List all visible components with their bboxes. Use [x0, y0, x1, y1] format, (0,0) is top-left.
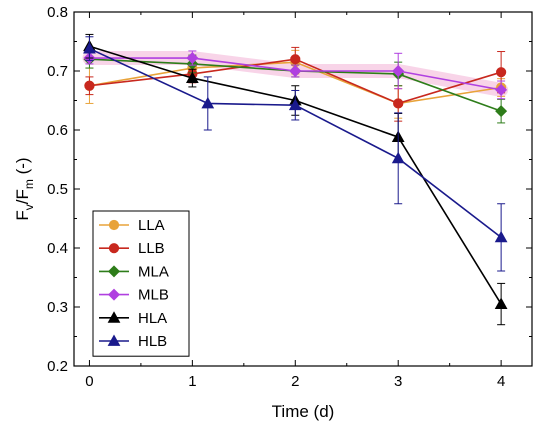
- data-point: [288, 98, 302, 111]
- series-mlb: [83, 50, 508, 100]
- legend-marker: [108, 288, 120, 301]
- x-tick-label: 0: [85, 373, 93, 390]
- data-point: [391, 151, 405, 164]
- legend-label: HLB: [138, 333, 167, 350]
- data-point: [495, 105, 508, 118]
- legend-marker: [108, 243, 120, 254]
- y-axis-title-sep: /F: [13, 189, 32, 204]
- legend-item-mlb: MLB: [99, 287, 169, 304]
- data-point: [290, 54, 301, 65]
- y-tick-label: 0.5: [47, 181, 68, 198]
- x-tick-label: 4: [497, 373, 505, 390]
- legend-label: LLA: [138, 217, 165, 234]
- y-tick-label: 0.2: [47, 358, 68, 375]
- legend-label: MLA: [138, 263, 169, 280]
- legend-marker: [108, 219, 120, 231]
- legend-label: HLA: [138, 310, 167, 327]
- data-point: [84, 80, 95, 91]
- y-axis-title: Fv/Fm (-): [13, 157, 36, 220]
- data-point: [495, 83, 508, 96]
- y-axis-title-tail: (-): [13, 157, 32, 179]
- data-point: [496, 67, 507, 78]
- legend-item-hlb: HLB: [99, 333, 167, 350]
- series-hlb: [83, 36, 508, 272]
- data-point: [392, 65, 405, 77]
- legend-item-mla: MLA: [99, 263, 169, 280]
- y-tick-label: 0.7: [47, 63, 68, 80]
- y-tick-label: 0.3: [47, 299, 68, 316]
- legend-marker: [107, 334, 121, 346]
- data-point: [289, 65, 302, 77]
- y-tick-label: 0.8: [47, 4, 68, 21]
- legend-marker: [108, 265, 120, 278]
- axes: 0 1 2 3 4 0.2 0.3 0.4 0.5 0.6 0.7 0.8: [47, 4, 532, 390]
- legend: LLA LLB MLA MLB HLA HLB: [92, 210, 190, 357]
- x-tick-label: 3: [394, 373, 402, 390]
- y-tick-label: 0.6: [47, 122, 68, 139]
- x-tick-label: 1: [188, 373, 196, 390]
- y-axis-title-main: F: [13, 210, 32, 220]
- data-point: [393, 98, 404, 109]
- data-point: [185, 71, 199, 83]
- legend-label: LLB: [138, 240, 165, 257]
- data-point: [494, 230, 508, 243]
- y-tick-label: 0.4: [47, 240, 68, 257]
- legend-item-hla: HLA: [99, 310, 167, 327]
- legend-item-lla: LLA: [99, 217, 165, 234]
- x-axis-title: Time (d): [272, 402, 335, 421]
- data-point: [494, 297, 508, 309]
- data-point: [83, 42, 96, 54]
- y-axis-title-sub-m: m: [22, 179, 36, 189]
- legend-item-llb: LLB: [99, 240, 165, 257]
- data-point: [186, 52, 199, 65]
- plot-data: [83, 33, 508, 326]
- legend-label: MLB: [138, 287, 169, 304]
- legend-marker: [107, 311, 121, 323]
- data-point: [201, 96, 215, 109]
- legend-box: [92, 210, 190, 357]
- y-axis-title-sub-v: v: [22, 204, 36, 210]
- x-tick-label: 2: [291, 373, 299, 390]
